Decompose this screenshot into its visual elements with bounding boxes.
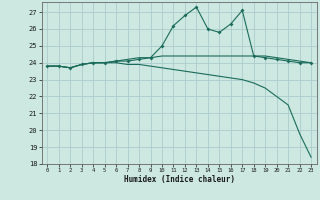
- X-axis label: Humidex (Indice chaleur): Humidex (Indice chaleur): [124, 175, 235, 184]
